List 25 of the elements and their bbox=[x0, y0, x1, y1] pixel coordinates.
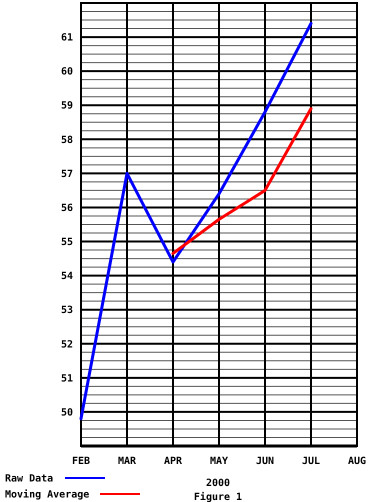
legend-label: Raw Data bbox=[5, 474, 54, 484]
y-tick-label: 51 bbox=[60, 373, 73, 384]
x-tick-label: MAR bbox=[118, 456, 138, 467]
x-tick-label: APR bbox=[164, 456, 184, 467]
y-tick-label: 59 bbox=[60, 100, 73, 112]
x-tick-label: JUN bbox=[256, 456, 274, 467]
y-tick-label: 50 bbox=[60, 407, 73, 418]
y-tick-label: 57 bbox=[60, 168, 73, 180]
line-series bbox=[172, 107, 312, 255]
x-tick-label: AUG bbox=[348, 456, 366, 467]
x-tick-label: JUL bbox=[302, 456, 320, 467]
y-tick-label: 58 bbox=[60, 134, 73, 146]
y-tick-label: 56 bbox=[60, 202, 73, 214]
x-axis-title: 2000 bbox=[206, 478, 230, 489]
caption: Figure 1 bbox=[194, 491, 242, 502]
y-tick-label: 54 bbox=[60, 271, 73, 282]
line-series bbox=[80, 22, 312, 420]
y-tick-label: 53 bbox=[60, 305, 73, 316]
y-tick-label: 55 bbox=[60, 237, 73, 248]
y-tick-label: 61 bbox=[60, 32, 73, 44]
x-tick-label: MAY bbox=[210, 456, 228, 467]
y-tick-label: 60 bbox=[60, 66, 73, 78]
legend-label: Moving Average bbox=[5, 488, 90, 500]
x-tick-label: FEB bbox=[72, 456, 90, 467]
y-tick-label: 52 bbox=[60, 339, 73, 350]
